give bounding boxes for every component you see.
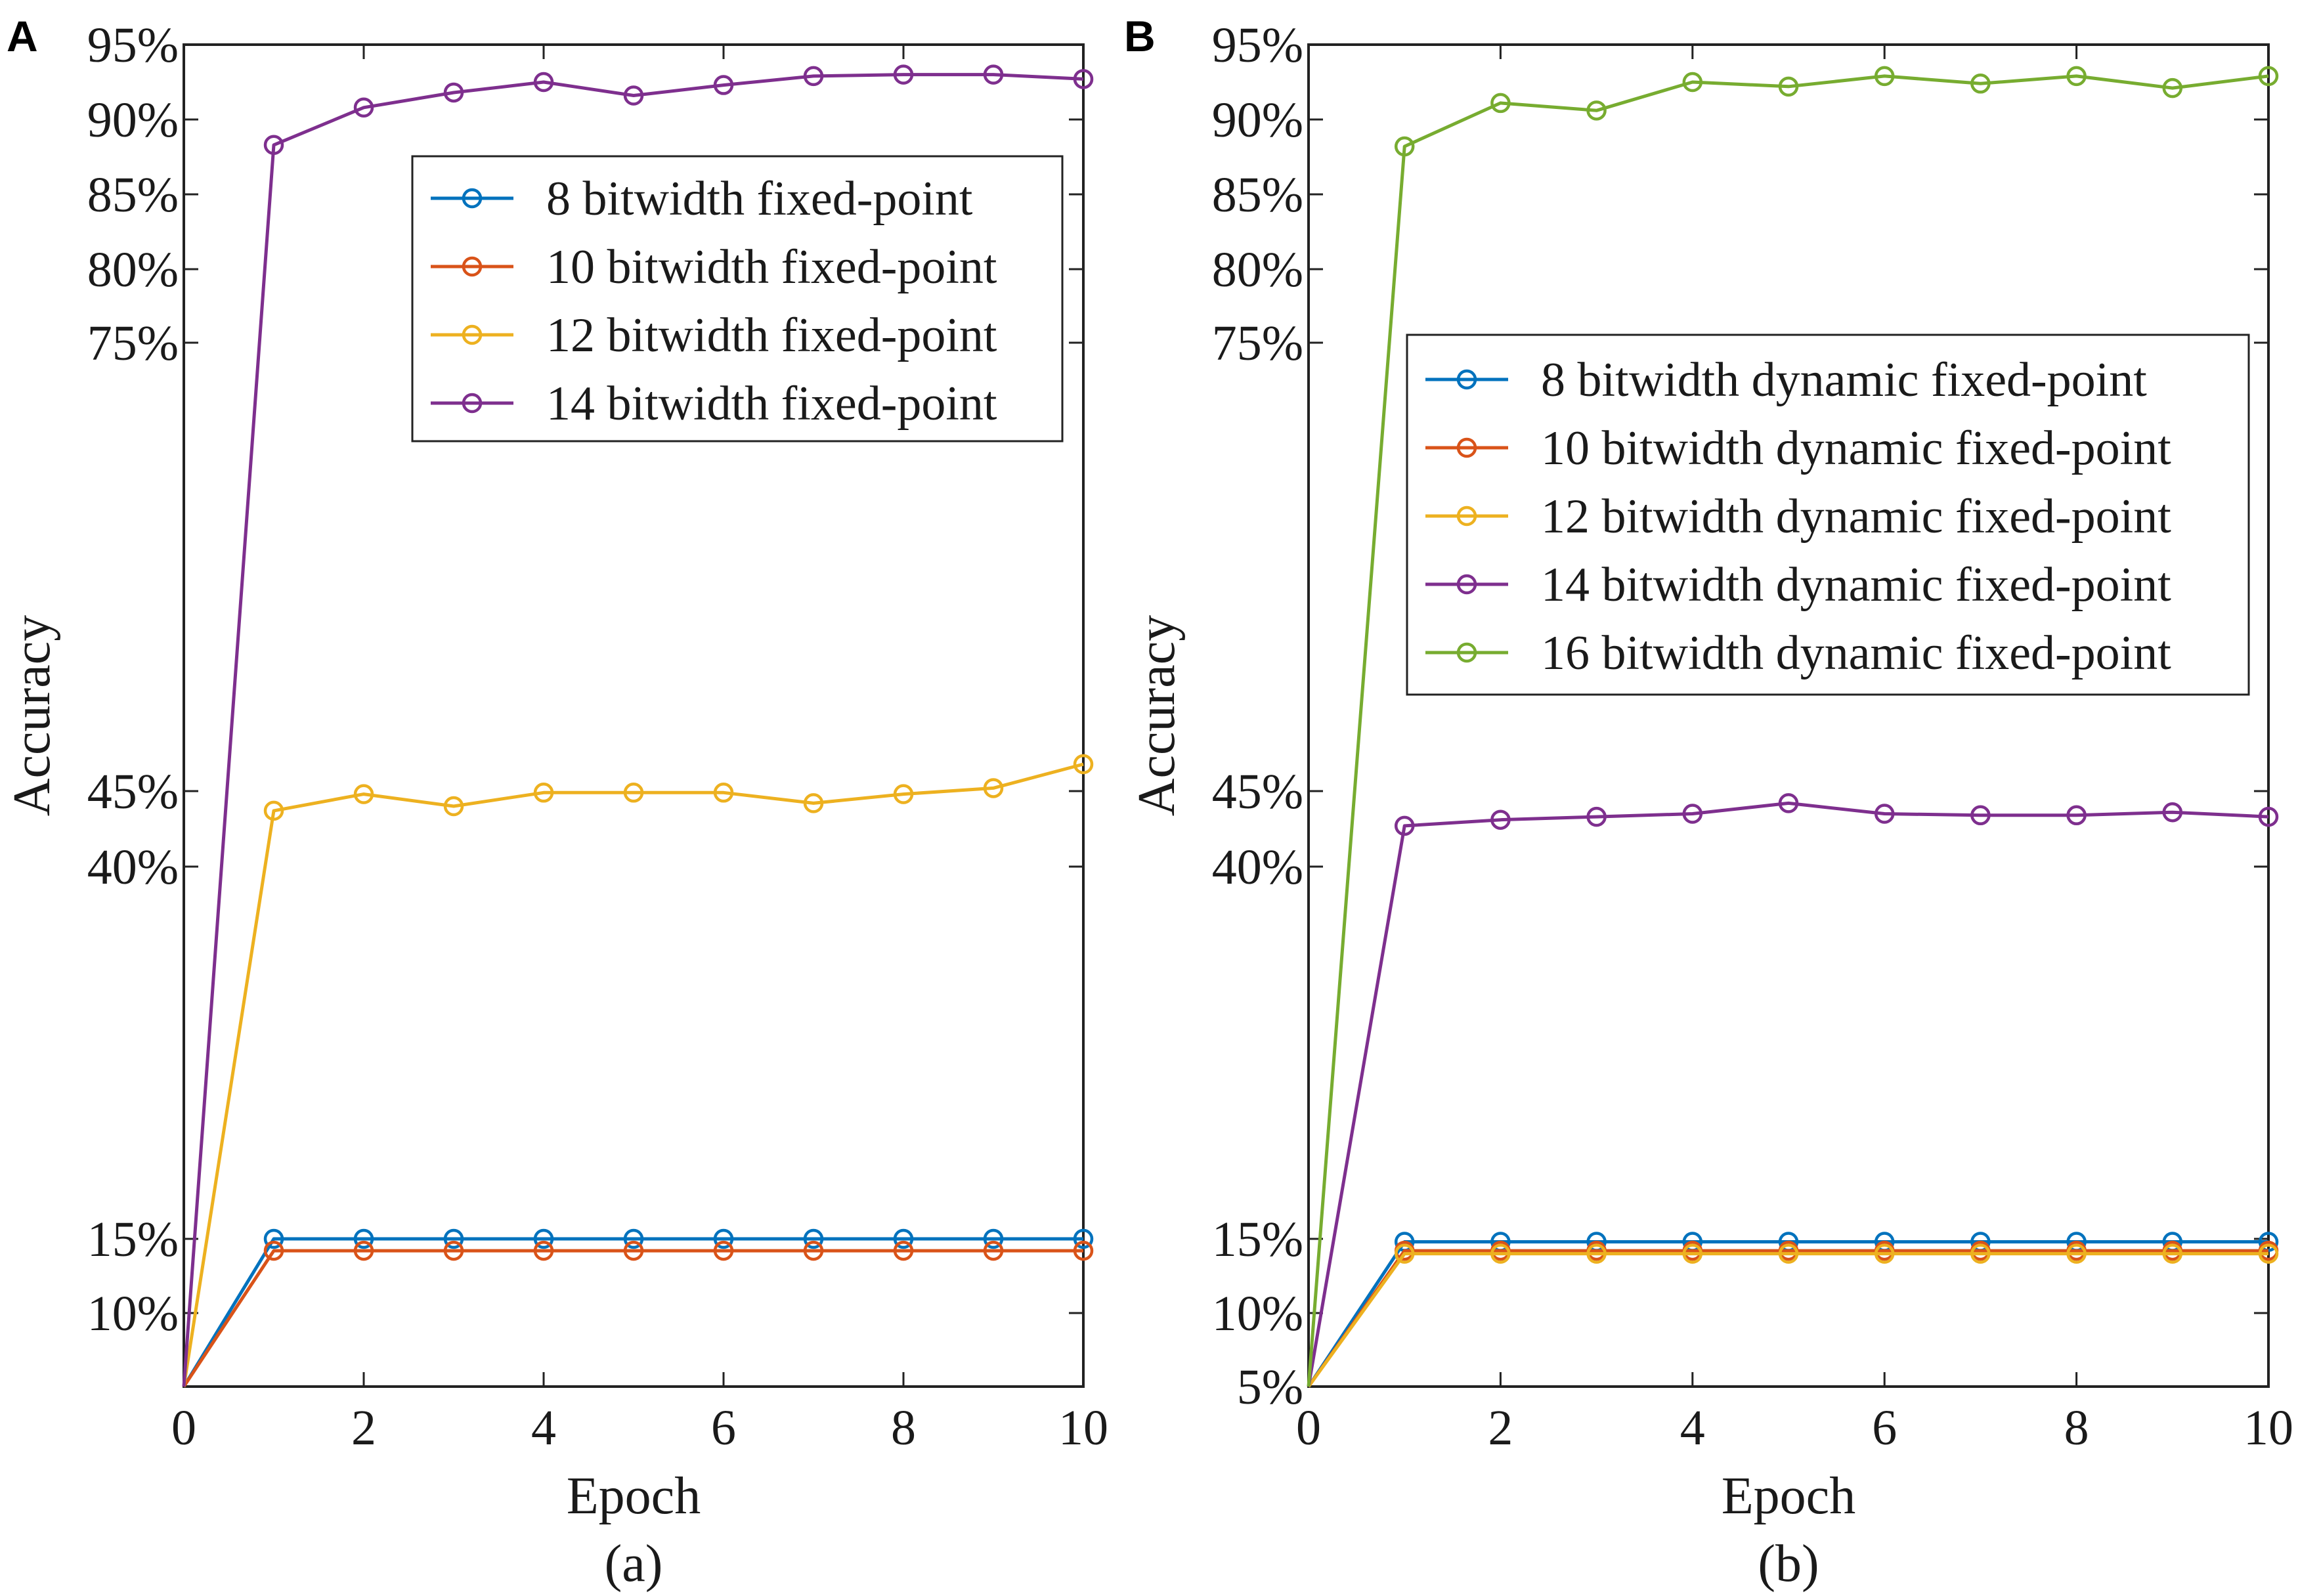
panel-subtitle: (a) bbox=[605, 1535, 663, 1593]
y-tick-label: 95% bbox=[87, 18, 179, 73]
y-tick-label: 10% bbox=[1212, 1286, 1303, 1341]
chart-panel-b: 5% 10% 15% 40% 45% 75% 80% 85% 90% 95% 0 2 4 6 8 10 Epoc… bbox=[1124, 12, 2293, 1593]
y-axis-label: Accuracy bbox=[3, 615, 61, 816]
series-line bbox=[1309, 1254, 2268, 1387]
series-line bbox=[184, 1251, 1083, 1387]
y-tick-label: 85% bbox=[1212, 167, 1303, 223]
x-tick-label: 8 bbox=[891, 1400, 916, 1456]
series-2 bbox=[1309, 1242, 2277, 1387]
x-tick-label: 6 bbox=[1872, 1400, 1897, 1456]
y-tick-label: 90% bbox=[1212, 93, 1303, 148]
y-tick-label: 15% bbox=[1212, 1212, 1303, 1267]
series-1 bbox=[1309, 1234, 2277, 1387]
legend-label: 10 bitwidth fixed-point bbox=[546, 240, 997, 294]
series-line bbox=[184, 764, 1083, 1387]
y-tick-label: 80% bbox=[1212, 242, 1303, 297]
x-tick-label: 4 bbox=[1680, 1400, 1705, 1456]
y-tick-label: 80% bbox=[87, 242, 179, 297]
series-3 bbox=[184, 756, 1092, 1387]
y-tick-label: 40% bbox=[87, 840, 179, 895]
legend-label: 12 bitwidth dynamic fixed-point bbox=[1541, 490, 2171, 544]
x-tick-label: 8 bbox=[2064, 1400, 2089, 1456]
x-tick-label: 2 bbox=[1488, 1400, 1513, 1456]
series-5 bbox=[1309, 68, 2277, 1387]
series-1 bbox=[184, 1230, 1092, 1387]
x-axis-label: Epoch bbox=[1722, 1467, 1855, 1525]
y-tick-label: 15% bbox=[87, 1212, 179, 1267]
y-tick-label: 90% bbox=[87, 93, 179, 148]
y-tick-label: 75% bbox=[1212, 316, 1303, 371]
chart-panel-a: 10% 15% 40% 45% 75% 80% 85% 90% 95% 0 2 4 6 8 10 Epoch (… bbox=[3, 12, 1108, 1593]
y-tick-label: 75% bbox=[87, 316, 179, 371]
series-2 bbox=[184, 1242, 1092, 1387]
y-tick-label: 95% bbox=[1212, 18, 1303, 73]
y-tick-label: 40% bbox=[1212, 840, 1303, 895]
legend: 8 bitwidth fixed-point 10 bitwidth fixed-… bbox=[412, 156, 1062, 441]
x-tick-label: 10 bbox=[2244, 1400, 2293, 1456]
series-3 bbox=[1309, 1245, 2277, 1387]
y-tick-label: 85% bbox=[87, 167, 179, 223]
plot-frame bbox=[1309, 45, 2268, 1387]
figure: 10%15%40%45%75%80%85%90%95%0 2 4 6 8 10Epoch(… bbox=[0, 0, 2298, 1596]
x-tick-label: 10 bbox=[1058, 1400, 1108, 1456]
series-line bbox=[1309, 76, 2268, 1387]
x-tick-label: 0 bbox=[171, 1400, 196, 1456]
panel-letter: A bbox=[7, 12, 38, 60]
y-tick-label: 10% bbox=[87, 1286, 179, 1341]
series-line bbox=[184, 1239, 1083, 1387]
x-tick-label: 0 bbox=[1296, 1400, 1321, 1456]
panel-subtitle: (b) bbox=[1758, 1535, 1819, 1593]
legend-label: 8 bitwidth dynamic fixed-point bbox=[1541, 353, 2147, 407]
legend-label: 12 bitwidth fixed-point bbox=[546, 309, 997, 362]
legend-label: 14 bitwidth fixed-point bbox=[546, 377, 997, 431]
y-axis-label: Accuracy bbox=[1128, 615, 1186, 816]
x-tick-label: 4 bbox=[531, 1400, 556, 1456]
panel-letter: B bbox=[1124, 12, 1156, 60]
series-line bbox=[1309, 1251, 2268, 1387]
legend-label: 8 bitwidth fixed-point bbox=[546, 172, 973, 226]
y-tick-label: 45% bbox=[1212, 764, 1303, 819]
series-4 bbox=[1309, 794, 2277, 1387]
x-tick-label: 2 bbox=[351, 1400, 376, 1456]
x-axis-label: Epoch bbox=[567, 1467, 701, 1525]
y-tick-label: 45% bbox=[87, 764, 179, 819]
x-tick-label: 6 bbox=[711, 1400, 736, 1456]
y-tick-label: 5% bbox=[1237, 1360, 1303, 1415]
series-line bbox=[1309, 803, 2268, 1387]
legend-label: 14 bitwidth dynamic fixed-point bbox=[1541, 558, 2171, 612]
legend: 8 bitwidth dynamic fixed-point 10 bitwidt… bbox=[1407, 335, 2249, 695]
legend-label: 10 bitwidth dynamic fixed-point bbox=[1541, 421, 2171, 475]
legend-label: 16 bitwidth dynamic fixed-point bbox=[1541, 626, 2171, 680]
